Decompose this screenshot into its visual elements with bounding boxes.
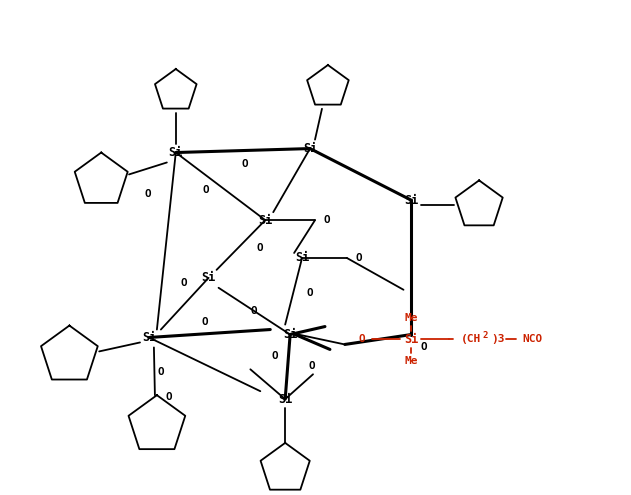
Text: Si: Si: [295, 251, 309, 264]
Text: O: O: [251, 305, 257, 316]
Text: Si: Si: [404, 194, 418, 207]
Text: O: O: [241, 159, 248, 169]
Text: O: O: [201, 317, 208, 327]
Text: 2: 2: [482, 331, 488, 340]
Text: Si: Si: [258, 214, 273, 227]
Text: O: O: [355, 253, 362, 263]
Text: O: O: [307, 288, 314, 298]
Text: O: O: [272, 351, 279, 361]
Text: O: O: [309, 361, 316, 371]
Text: Si: Si: [283, 328, 297, 341]
Text: Si: Si: [404, 333, 418, 346]
Text: (CH: (CH: [461, 335, 481, 345]
Text: )3: )3: [491, 335, 505, 345]
Text: NCO: NCO: [522, 335, 543, 345]
Text: Me: Me: [404, 313, 418, 323]
Text: O: O: [257, 243, 264, 253]
Text: O: O: [358, 335, 365, 345]
Text: O: O: [144, 189, 151, 199]
Text: Me: Me: [404, 356, 418, 366]
Text: Si: Si: [168, 146, 183, 159]
Text: Si: Si: [201, 271, 216, 284]
Text: O: O: [165, 392, 172, 402]
Text: O: O: [158, 367, 164, 377]
Text: O: O: [203, 185, 209, 196]
Text: Si: Si: [278, 393, 292, 405]
Text: Si: Si: [303, 142, 317, 155]
Text: O: O: [324, 215, 330, 225]
Text: O: O: [180, 278, 187, 288]
Text: O: O: [420, 343, 427, 352]
Text: Si: Si: [142, 331, 156, 344]
